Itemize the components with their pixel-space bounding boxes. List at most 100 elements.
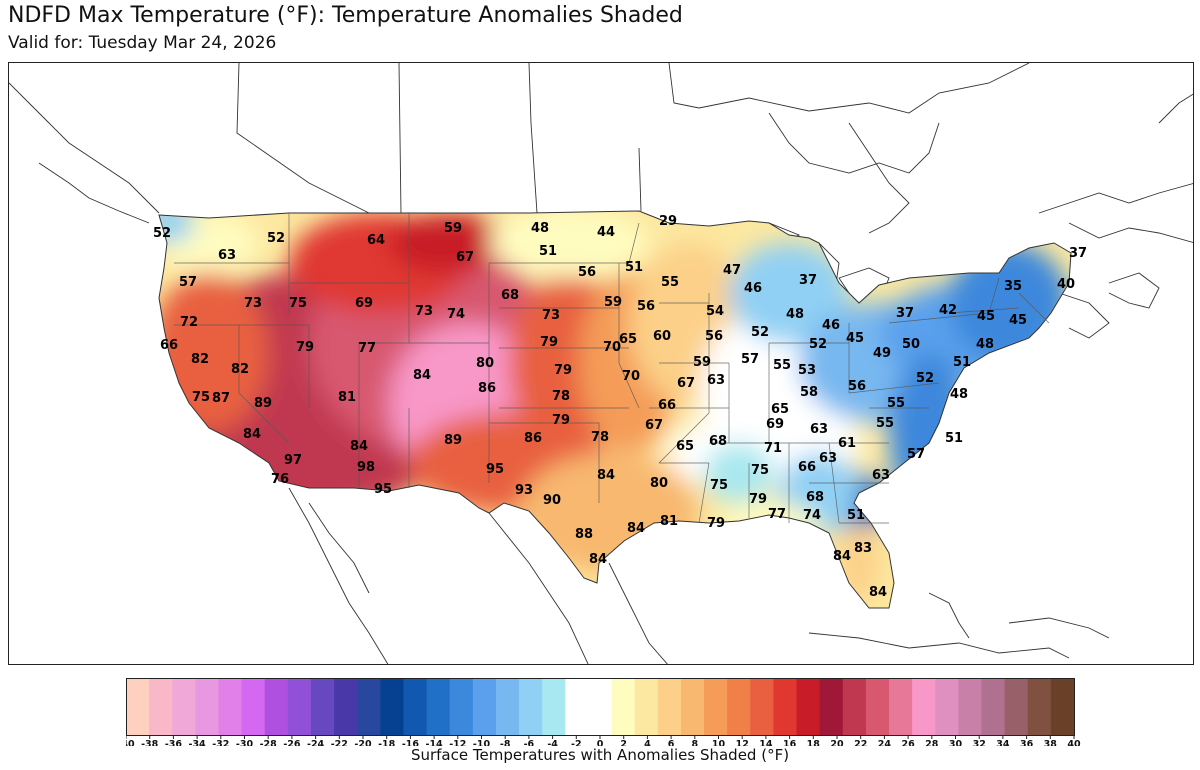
- temp-label: 59: [693, 355, 711, 370]
- legend-swatch: [889, 678, 913, 735]
- temp-label: 52: [751, 325, 769, 340]
- legend-tick-label: 10: [712, 739, 726, 746]
- temp-label: 80: [476, 356, 494, 371]
- temp-label: 45: [977, 309, 995, 324]
- temp-label: 86: [524, 431, 542, 446]
- color-legend: -40-38-36-34-32-30-28-26-24-22-20-18-16-…: [126, 678, 1081, 746]
- legend-tick-label: 2: [620, 739, 627, 746]
- temp-label: 73: [244, 296, 262, 311]
- legend-tick-label: 14: [759, 739, 773, 746]
- temp-label: 67: [645, 418, 663, 433]
- temp-label: 79: [707, 516, 725, 531]
- legend-swatch: [935, 678, 959, 735]
- temp-label: 67: [677, 376, 695, 391]
- temp-label: 37: [1069, 246, 1087, 261]
- temp-label: 63: [218, 248, 236, 263]
- temp-label: 66: [160, 338, 178, 353]
- legend-swatch: [981, 678, 1006, 735]
- legend-swatch: [912, 678, 936, 735]
- temp-label: 57: [179, 275, 197, 290]
- temp-label: 95: [374, 482, 392, 497]
- temp-label: 58: [800, 385, 818, 400]
- temp-label: 88: [575, 527, 593, 542]
- temp-label: 51: [847, 508, 865, 523]
- temp-label: 57: [907, 447, 925, 462]
- temp-label: 55: [773, 358, 791, 373]
- legend-swatch: [750, 678, 774, 735]
- legend-tick-label: -22: [331, 739, 348, 746]
- legend-tick-label: -28: [260, 739, 278, 746]
- temp-label: 89: [444, 433, 462, 448]
- legend-tick-label: -20: [354, 739, 372, 746]
- temp-label: 56: [637, 299, 655, 314]
- temp-label: 56: [578, 265, 596, 280]
- legend-swatch: [588, 678, 613, 735]
- temp-label: 73: [542, 308, 560, 323]
- temp-label: 81: [338, 390, 356, 405]
- state-borders: [174, 213, 1050, 524]
- temp-label: 84: [413, 368, 431, 383]
- temp-label: 70: [603, 340, 621, 355]
- legend-swatch: [819, 678, 844, 735]
- temp-label: 79: [552, 413, 570, 428]
- temp-label: 84: [350, 439, 368, 454]
- legend-tick-label: 12: [736, 739, 749, 746]
- legend-tick-label: 6: [668, 739, 675, 746]
- temp-label: 73: [415, 304, 433, 319]
- temp-label: 55: [876, 416, 894, 431]
- legend-tick-label: 0: [597, 739, 604, 746]
- country-borders: [9, 63, 1193, 664]
- legend-swatch: [704, 678, 728, 735]
- temp-label: 84: [833, 549, 851, 564]
- temp-label: 35: [1004, 279, 1022, 294]
- temp-label: 51: [625, 260, 643, 275]
- us-outline: [158, 210, 1072, 609]
- temp-label: 63: [707, 373, 725, 388]
- legend-swatch: [449, 678, 474, 735]
- legend-tick-label: 36: [1020, 739, 1034, 746]
- temp-label: 63: [810, 422, 828, 437]
- legend-swatch: [287, 678, 312, 735]
- legend-swatch: [1027, 678, 1052, 735]
- temp-label: 78: [591, 430, 609, 445]
- legend-tick-label: -4: [547, 739, 558, 746]
- legend-tick-label: 32: [973, 739, 986, 746]
- temp-label: 76: [271, 472, 289, 487]
- temp-label: 48: [976, 337, 994, 352]
- legend-swatch: [773, 678, 798, 735]
- legend-tick-label: -30: [236, 739, 254, 746]
- temp-label: 65: [771, 402, 789, 417]
- temp-label: 29: [659, 214, 677, 229]
- legend-swatch: [634, 678, 659, 735]
- temp-label: 72: [180, 315, 198, 330]
- valid-date: Valid for: Tuesday Mar 24, 2026: [8, 33, 277, 53]
- legend-tick-label: 4: [644, 739, 651, 746]
- legend-swatch: [472, 678, 497, 735]
- temperature-labels: 52 63 52 57 64 59 67 48 44 51 29 56 51 5…: [153, 214, 1087, 600]
- temp-label: 60: [653, 329, 671, 344]
- legend-swatch: [958, 678, 983, 735]
- temp-label: 84: [589, 552, 607, 567]
- legend-ticks: -40-38-36-34-32-30-28-26-24-22-20-18-16-…: [126, 735, 1081, 746]
- temp-label: 79: [554, 363, 572, 378]
- legend-tick-label: 20: [830, 739, 844, 746]
- temp-label: 54: [706, 304, 724, 319]
- legend-tick-label: -26: [283, 739, 301, 746]
- temp-label: 75: [751, 463, 769, 478]
- legend-swatch: [727, 678, 751, 735]
- temp-label: 45: [1009, 313, 1027, 328]
- legend-swatch: [380, 678, 404, 735]
- legend-tick-label: 24: [878, 739, 892, 746]
- temp-label: 86: [478, 381, 496, 396]
- temp-label: 56: [848, 379, 866, 394]
- temp-label: 61: [838, 436, 856, 451]
- legend-swatch: [842, 678, 867, 735]
- legend-swatch: [796, 678, 821, 735]
- legend-tick-label: -14: [426, 739, 444, 746]
- legend-tick-label: 34: [996, 739, 1010, 746]
- legend-swatch: [611, 678, 636, 735]
- temp-label: 46: [744, 281, 762, 296]
- legend-title: Surface Temperatures with Anomalies Shad…: [410, 746, 790, 764]
- legend-tick-label: -10: [473, 739, 491, 746]
- temp-label: 42: [939, 303, 957, 318]
